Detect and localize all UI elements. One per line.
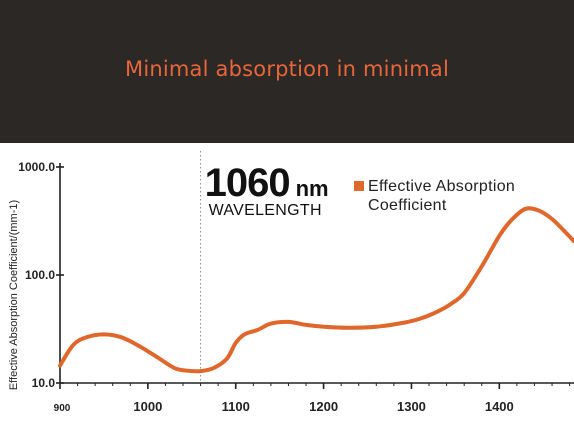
x-tick-label: 1100 [222,399,250,414]
y-tick-label: 1000.0 [18,160,55,174]
header-title: Minimal absorption in minimal [125,57,449,81]
x-tick-label: 1000 [133,399,162,414]
legend-entry-line: Effective Absorption [368,178,515,195]
y-axis-label: Effective Absorption Coefficient/(mm-1) [8,200,20,390]
series-layer [58,206,574,374]
absorption-chart: 10.0 100.0 1000.0 900 1000 1100 1200 1300 1400 Ef… [0,143,574,420]
legend-swatch [354,181,364,191]
x-tick-label: 1200 [309,399,338,414]
chart-svg: 10.0 100.0 1000.0 900 1000 1100 1200 1300 1400 Ef… [8,151,574,414]
wavelength-label: WAVELENGTH [209,202,322,219]
wavelength-value: 1060 [205,161,290,205]
legend-layer: Effective Absorption Coefficient [354,178,515,214]
wavelength-unit: nm [296,176,329,201]
x-tick-label: 900 [54,403,71,414]
legend-entry-line: Coefficient [368,197,447,214]
axes-layer: 10.0 100.0 1000.0 900 1000 1100 1200 1300 1400 Ef… [8,160,574,414]
series-line [58,206,574,374]
x-tick-label: 1300 [397,399,426,414]
x-tick-label: 1400 [485,399,514,414]
y-tick-label: 100.0 [25,268,55,282]
header-banner: Minimal absorption in minimal [0,0,574,143]
y-tick-label: 10.0 [32,376,56,390]
